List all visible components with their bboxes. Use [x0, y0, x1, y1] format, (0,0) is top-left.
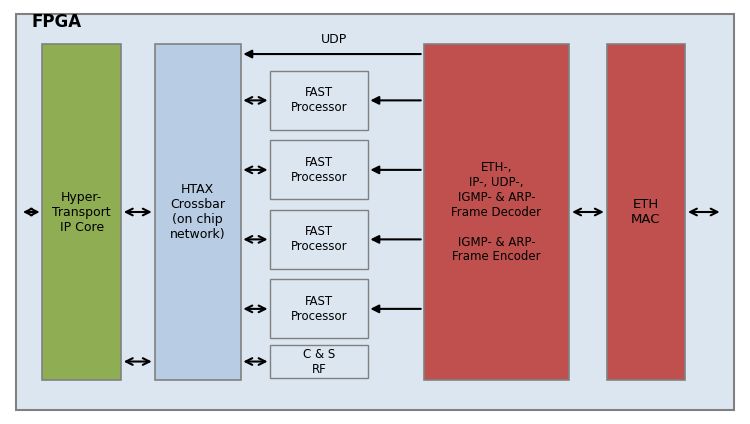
Text: ETH-,
IP-, UDP-,
IGMP- & ARP-
Frame Decoder

IGMP- & ARP-
Frame Encoder: ETH-, IP-, UDP-, IGMP- & ARP- Frame Deco…: [452, 161, 542, 263]
Bar: [271, 345, 368, 378]
Bar: [271, 71, 368, 130]
Bar: [271, 210, 368, 269]
Bar: [607, 44, 685, 380]
Bar: [154, 44, 241, 380]
Bar: [424, 44, 569, 380]
Text: C & S
RF: C & S RF: [303, 348, 335, 376]
Bar: [271, 140, 368, 199]
Text: FAST
Processor: FAST Processor: [291, 156, 347, 184]
Bar: [271, 279, 368, 338]
Text: ETH
MAC: ETH MAC: [631, 198, 661, 226]
Text: HTAX
Crossbar
(on chip
network): HTAX Crossbar (on chip network): [170, 183, 225, 241]
Text: Hyper-
Transport
IP Core: Hyper- Transport IP Core: [53, 190, 111, 234]
Bar: [43, 44, 121, 380]
Text: FAST
Processor: FAST Processor: [291, 295, 347, 323]
Text: UDP: UDP: [321, 33, 347, 46]
Text: FPGA: FPGA: [32, 13, 82, 31]
Text: FAST
Processor: FAST Processor: [291, 226, 347, 254]
Text: FAST
Processor: FAST Processor: [291, 86, 347, 114]
